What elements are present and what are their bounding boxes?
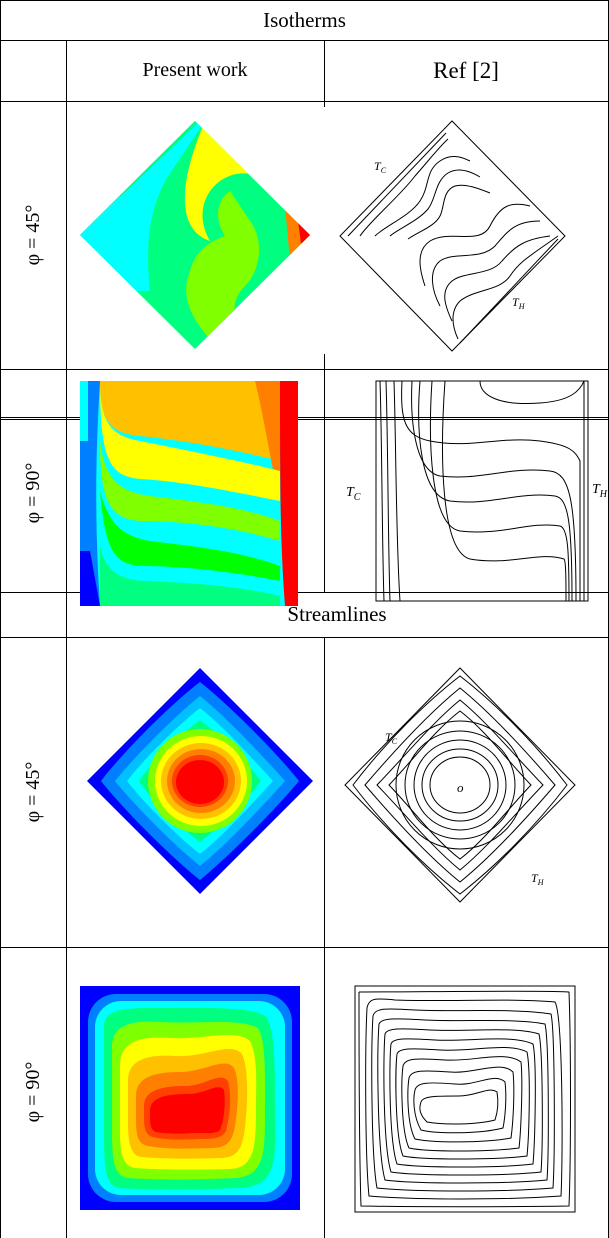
grid-line — [0, 40, 609, 41]
grid-line — [0, 417, 609, 418]
grid-line — [0, 947, 609, 948]
grid-line — [0, 419, 609, 420]
row-label-streamlines-90: φ = 90° — [22, 1061, 44, 1123]
ref-column-header: Ref [2] — [433, 57, 499, 83]
grid-line — [66, 40, 67, 1238]
row-label-streamlines-45: φ = 45° — [22, 761, 44, 823]
ref-streamlines-45-lines: TC TH o — [344, 667, 576, 903]
ref-hot-wall-label: TH — [531, 871, 545, 887]
present-streamlines-90-contour — [80, 986, 300, 1210]
grid-line — [324, 637, 325, 1238]
present-isotherms-90-contour — [80, 381, 298, 606]
ref-cold-wall-label: TC — [374, 159, 387, 175]
grid-line — [324, 369, 325, 592]
grid-line — [0, 0, 609, 1]
ref-hot-wall-label: TH — [512, 295, 526, 311]
grid-line — [324, 101, 325, 107]
grid-line — [0, 637, 609, 638]
present-work-column-header: Present work — [142, 59, 248, 81]
isotherms-heading: Isotherms — [263, 7, 346, 32]
ref-isotherms-90-lines: TC TH — [340, 380, 608, 603]
present-isotherms-45-contour — [80, 121, 310, 349]
ref-isotherms-45-lines: TC TH — [339, 120, 566, 352]
grid-line — [324, 354, 325, 369]
row-label-isotherms-90: φ = 90° — [22, 462, 44, 524]
ref-cold-wall-label: TC — [346, 485, 361, 503]
grid-line — [0, 369, 609, 370]
grid-line — [324, 40, 325, 101]
grid-line — [0, 592, 609, 593]
ref-vortex-center-mark: o — [457, 780, 464, 795]
streamlines-heading: Streamlines — [287, 602, 387, 626]
ref-hot-wall-label: TH — [592, 482, 608, 500]
grid-line — [0, 101, 609, 102]
row-label-isotherms-45: φ = 45° — [22, 204, 44, 266]
ref-streamlines-90-lines — [354, 985, 585, 1214]
present-streamlines-45-contour — [87, 668, 313, 894]
grid-line — [0, 0, 1, 1238]
ref-cold-wall-label: TC — [385, 730, 398, 746]
